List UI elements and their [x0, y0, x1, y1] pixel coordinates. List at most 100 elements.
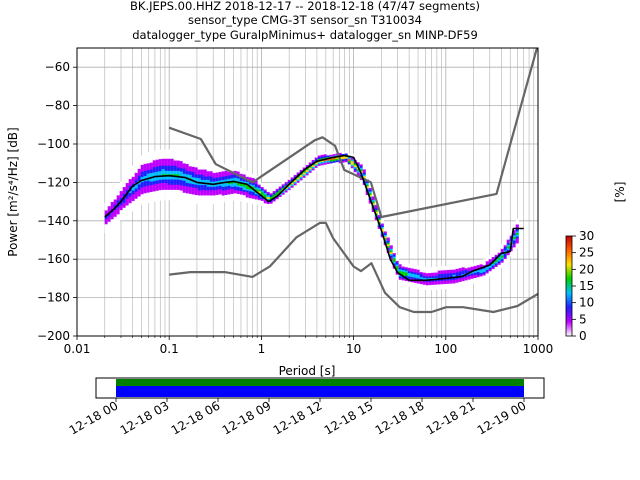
density-cell [119, 193, 123, 197]
density-cell [467, 275, 471, 278]
density-cell [227, 171, 231, 174]
density-cell [200, 168, 204, 172]
density-cell [302, 178, 306, 182]
density-cell [230, 186, 234, 189]
density-cell [155, 193, 159, 196]
density-cell [407, 284, 411, 287]
density-cell [182, 181, 186, 185]
density-cell [245, 172, 249, 176]
density-cell [248, 192, 252, 195]
density-cell [488, 256, 492, 260]
density-cell [122, 206, 126, 210]
density-cell [221, 194, 225, 198]
density-cell [491, 263, 495, 266]
density-cell [173, 185, 177, 189]
density-cell [497, 258, 501, 262]
density-cell [242, 185, 246, 189]
density-cell [392, 255, 396, 259]
density-cell [302, 166, 306, 170]
density-cell [443, 281, 447, 285]
density-cell [506, 235, 510, 238]
density-cell [431, 266, 435, 270]
density-cell [389, 242, 393, 246]
density-cell [425, 277, 429, 281]
density-cell [446, 269, 450, 272]
density-cell [440, 267, 444, 271]
density-cell [161, 178, 165, 182]
density-cell [395, 277, 399, 280]
density-cell [299, 169, 303, 172]
density-cell [308, 170, 312, 173]
density-cell [131, 191, 135, 195]
density-cell [311, 169, 315, 173]
density-cell [194, 187, 198, 190]
density-cell [146, 184, 150, 188]
density-cell [104, 207, 108, 211]
density-cell [173, 177, 177, 180]
density-cell [500, 261, 504, 265]
colorbar-tick-label: 0 [579, 329, 587, 343]
density-cell [206, 163, 210, 167]
density-cell [158, 189, 162, 192]
density-cell [131, 205, 135, 208]
density-cell [179, 158, 183, 162]
density-cell [170, 190, 174, 194]
density-cell [239, 188, 243, 192]
density-cell [503, 247, 507, 251]
density-cell [134, 168, 138, 172]
density-cell [326, 151, 330, 154]
density-cell [140, 195, 144, 198]
density-cell [452, 265, 456, 268]
density-cell [104, 221, 108, 225]
density-cell [164, 189, 168, 192]
density-cell [128, 211, 132, 214]
density-cell [452, 279, 456, 282]
density-cell [167, 171, 171, 175]
density-cell [257, 190, 261, 194]
density-cell [440, 278, 444, 281]
density-cell [242, 184, 246, 187]
density-cell [248, 171, 252, 174]
density-cell [257, 199, 261, 202]
density-cell [197, 172, 201, 175]
density-cell [323, 163, 327, 167]
density-cell [257, 185, 261, 189]
density-cell [425, 284, 429, 288]
density-cell [203, 177, 207, 180]
colorbar-tick-label: 10 [579, 296, 594, 310]
density-cell [311, 166, 315, 169]
density-cell [224, 170, 228, 173]
density-cell [191, 195, 195, 198]
density-cell [485, 276, 489, 279]
density-cell [128, 205, 132, 209]
density-cell [335, 161, 339, 164]
density-cell [170, 177, 174, 180]
density-cell [485, 258, 489, 262]
density-cell [173, 164, 177, 168]
density-cell [137, 174, 141, 178]
density-cell [209, 168, 213, 172]
density-cell [134, 175, 138, 179]
density-cell [170, 183, 174, 187]
density-cell [221, 193, 225, 196]
density-cell [146, 193, 150, 197]
density-cell [377, 228, 381, 231]
density-cell [500, 244, 504, 248]
density-cell [464, 283, 468, 286]
density-cell [293, 172, 297, 175]
density-cell [161, 183, 165, 187]
density-cell [350, 164, 354, 167]
density-cell [425, 267, 429, 270]
density-cell [113, 212, 117, 216]
density-cell [287, 187, 291, 191]
density-cell [185, 164, 189, 168]
density-cell [278, 184, 282, 187]
density-cell [146, 186, 150, 190]
density-cell [461, 273, 465, 276]
density-cell [131, 176, 135, 179]
density-cell [155, 195, 159, 198]
density-cell [197, 167, 201, 170]
density-cell [326, 152, 330, 156]
density-cell [140, 177, 144, 181]
density-cell [167, 189, 171, 192]
